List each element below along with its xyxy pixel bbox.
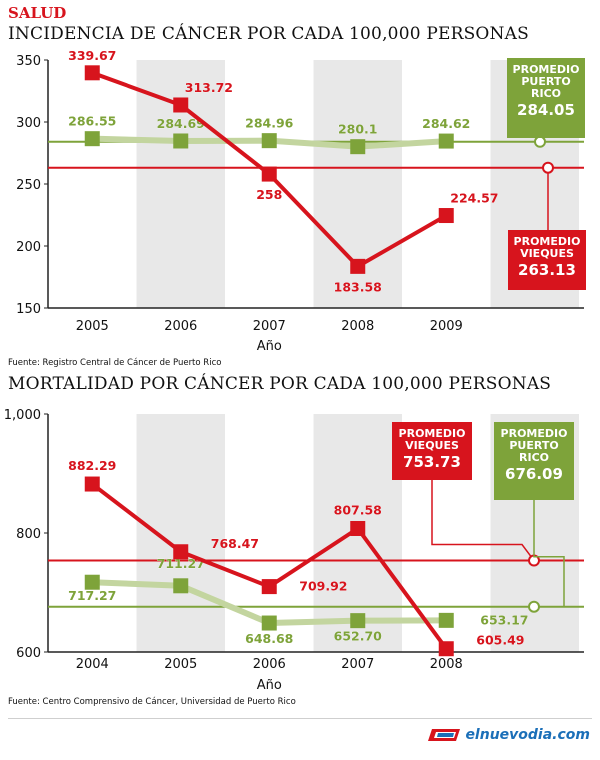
average-value-puerto-rico: 284.05 xyxy=(517,101,575,119)
section-tag: SALUD xyxy=(8,4,67,22)
data-point-vieques xyxy=(84,65,100,81)
data-label-vieques: 258 xyxy=(256,187,282,202)
average-label-vieques: PROMEDIO xyxy=(399,427,466,440)
background-band xyxy=(136,414,225,652)
data-point-puerto-rico xyxy=(261,615,277,631)
average-connector-vieques xyxy=(431,480,535,561)
data-point-vieques xyxy=(438,641,454,657)
footer-divider xyxy=(8,718,592,719)
average-marker-puerto-rico xyxy=(528,600,540,613)
y-tick-label: 1,000 xyxy=(4,408,41,423)
data-point-puerto-rico xyxy=(173,578,189,594)
y-tick-label: 200 xyxy=(16,240,41,255)
x-tick-label: 2007 xyxy=(253,319,286,334)
y-tick-label: 300 xyxy=(16,116,41,131)
average-connector-puerto-rico xyxy=(533,500,565,608)
data-label-vieques: 768.47 xyxy=(211,536,259,551)
background-band xyxy=(136,60,225,308)
y-tick-label: 350 xyxy=(16,54,41,69)
average-marker-vieques xyxy=(542,161,554,174)
x-tick-label: 2005 xyxy=(76,319,109,334)
logo-text: elnuevodia.com xyxy=(465,727,590,743)
data-point-puerto-rico xyxy=(438,612,454,628)
data-label-vieques: 339.67 xyxy=(68,48,116,63)
data-point-puerto-rico xyxy=(350,139,366,155)
average-label-puerto-rico: RICO xyxy=(531,87,561,100)
publisher-logo[interactable]: elnuevodia.com xyxy=(426,722,590,748)
incidence-source: Fuente: Registro Central de Cáncer de Pu… xyxy=(8,358,222,368)
incidence-chart-title: INCIDENCIA DE CÁNCER POR CADA 100,000 PE… xyxy=(8,24,529,44)
y-tick-label: 600 xyxy=(16,646,41,661)
average-box-puerto-rico xyxy=(507,58,585,138)
y-tick-label: 250 xyxy=(16,178,41,193)
average-value-puerto-rico: 676.09 xyxy=(505,465,563,483)
data-point-vieques xyxy=(173,544,189,560)
data-label-vieques: 882.29 xyxy=(68,458,116,473)
average-label-puerto-rico: PUERTO xyxy=(509,439,558,452)
average-label-puerto-rico: RICO xyxy=(519,451,549,464)
data-point-vieques xyxy=(350,520,366,536)
data-point-vieques xyxy=(438,208,454,224)
data-point-vieques xyxy=(173,97,189,113)
average-value-vieques: 753.73 xyxy=(403,453,461,471)
x-tick-label: 2008 xyxy=(341,319,374,334)
incidence-chart: 150 200 250 300 350 2005 2006 2007 2008 2009 Año PR… xyxy=(16,48,586,354)
data-label-vieques: 224.57 xyxy=(450,191,498,206)
y-tick-label: 150 xyxy=(16,302,41,317)
average-label-puerto-rico: PROMEDIO xyxy=(513,63,580,76)
average-label-puerto-rico: PROMEDIO xyxy=(501,427,568,440)
data-point-puerto-rico xyxy=(173,133,189,149)
mortality-source: Fuente: Centro Comprensivo de Cáncer, Un… xyxy=(8,697,296,707)
mortality-chart: 600 800 1,000 2004 2005 2006 2007 2008 Año PROMED… xyxy=(4,408,584,693)
data-label-puerto-rico: 280.1 xyxy=(338,122,378,137)
data-label-puerto-rico: 711.27 xyxy=(157,556,205,571)
data-point-puerto-rico xyxy=(84,574,100,590)
data-label-puerto-rico: 286.55 xyxy=(68,114,116,129)
data-point-puerto-rico xyxy=(84,131,100,147)
data-point-vieques xyxy=(261,579,277,595)
data-label-vieques: 807.58 xyxy=(334,502,382,517)
data-label-puerto-rico: 284.96 xyxy=(245,116,294,131)
data-label-vieques: 605.49 xyxy=(476,633,524,648)
data-label-vieques: 709.92 xyxy=(299,579,347,594)
data-label-puerto-rico: 653.17 xyxy=(480,612,528,627)
average-box-vieques xyxy=(392,422,472,480)
average-box-puerto-rico xyxy=(494,422,574,500)
average-label-vieques: VIEQUES xyxy=(520,247,574,260)
data-point-puerto-rico xyxy=(350,613,366,629)
x-tick-label: 2008 xyxy=(430,657,463,672)
mortality-chart-title: MORTALIDAD POR CÁNCER POR CADA 100,000 P… xyxy=(8,374,552,394)
data-point-vieques xyxy=(350,258,366,274)
newspaper-logo-icon xyxy=(428,729,461,741)
data-point-vieques xyxy=(84,476,100,492)
x-tick-label: 2005 xyxy=(164,657,197,672)
x-axis-title: Año xyxy=(257,339,282,354)
data-label-puerto-rico: 717.27 xyxy=(68,588,116,603)
x-tick-label: 2004 xyxy=(76,657,109,672)
data-label-puerto-rico: 648.68 xyxy=(245,631,293,646)
data-label-vieques: 313.72 xyxy=(185,80,233,95)
data-label-puerto-rico: 284.62 xyxy=(422,116,470,131)
average-label-puerto-rico: PUERTO xyxy=(521,75,570,88)
average-marker-puerto-rico xyxy=(534,135,546,148)
average-value-vieques: 263.13 xyxy=(518,261,576,279)
average-label-vieques: VIEQUES xyxy=(405,439,459,452)
data-point-vieques xyxy=(261,166,277,182)
average-box-vieques xyxy=(508,230,586,290)
data-label-vieques: 183.58 xyxy=(334,279,382,294)
x-tick-label: 2009 xyxy=(430,319,463,334)
average-label-vieques: PROMEDIO xyxy=(514,235,581,248)
x-tick-label: 2006 xyxy=(164,319,197,334)
y-tick-label: 800 xyxy=(16,527,41,542)
x-tick-label: 2007 xyxy=(341,657,374,672)
data-point-puerto-rico xyxy=(438,133,454,149)
data-label-puerto-rico: 652.70 xyxy=(334,629,383,644)
data-label-puerto-rico: 284.69 xyxy=(157,116,205,131)
data-point-puerto-rico xyxy=(261,133,277,149)
x-tick-label: 2006 xyxy=(253,657,286,672)
x-axis-title: Año xyxy=(257,678,282,693)
